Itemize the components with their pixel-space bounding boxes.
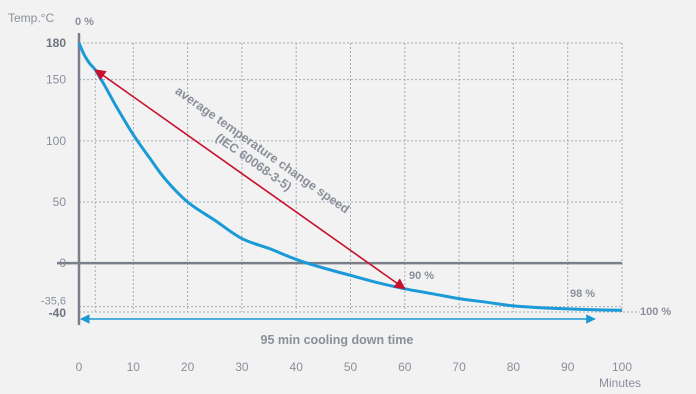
x-tick-label: 100 bbox=[612, 360, 632, 374]
y-tick-label: 150 bbox=[46, 73, 66, 87]
pct-98-label: 98 % bbox=[570, 288, 595, 300]
x-tick-label: 70 bbox=[452, 360, 466, 374]
x-tick-label: 30 bbox=[235, 360, 249, 374]
y-axis-label: Temp.°C bbox=[8, 11, 54, 25]
y-tick-label: 180 bbox=[46, 36, 66, 50]
rate-arrow bbox=[94, 69, 406, 290]
y-tick-label: -40 bbox=[49, 306, 67, 320]
y-tick-label: 100 bbox=[46, 134, 66, 148]
pct-0-label: 0 % bbox=[75, 16, 94, 28]
x-axis-label: Minutes bbox=[599, 376, 641, 390]
x-tick-label: 60 bbox=[398, 360, 412, 374]
axes bbox=[57, 33, 622, 325]
x-tick-label: 90 bbox=[561, 360, 575, 374]
x-tick-label: 20 bbox=[181, 360, 195, 374]
cooling-label: 95 min cooling down time bbox=[261, 333, 414, 347]
x-tick-label: 80 bbox=[507, 360, 521, 374]
y-tick-label: 0 bbox=[59, 256, 66, 270]
pct-90-label: 90 % bbox=[409, 270, 434, 282]
pct-100-label: 100 % bbox=[640, 306, 671, 318]
x-tick-label: 50 bbox=[344, 360, 358, 374]
y-tick-labels: 180 150 100 50 0 -35,6-40 bbox=[41, 36, 66, 320]
x-tick-label: 40 bbox=[290, 360, 304, 374]
x-tick-label: 10 bbox=[127, 360, 141, 374]
x-tick-labels: 0 10 20 30 40 50 60 70 80 90 100 bbox=[76, 360, 633, 374]
x-tick-label: 0 bbox=[76, 360, 83, 374]
rate-label-line1: average temperature change speed bbox=[173, 84, 352, 217]
y-tick-label: 50 bbox=[53, 195, 67, 209]
y-tick-label: -35,6 bbox=[41, 296, 66, 308]
